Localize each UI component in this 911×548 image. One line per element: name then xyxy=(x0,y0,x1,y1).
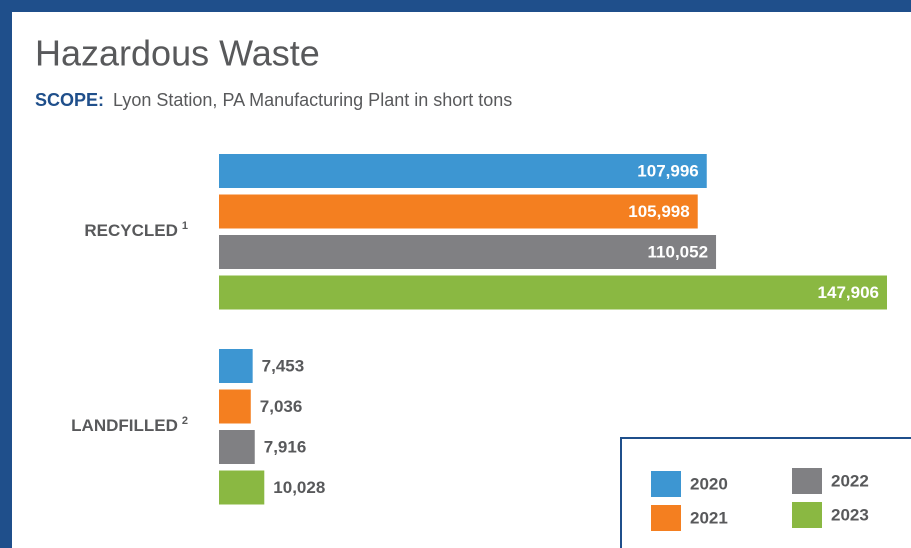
bar xyxy=(219,470,265,505)
legend-label: 2023 xyxy=(831,505,869,524)
value-label: 107,996 xyxy=(637,161,698,180)
bar xyxy=(219,389,251,424)
bar xyxy=(219,154,707,188)
subtitle-text: Lyon Station, PA Manufacturing Plant in … xyxy=(113,90,512,110)
value-label: 10,028 xyxy=(273,478,325,497)
category-name: RECYCLED xyxy=(84,221,178,240)
category-name: LANDFILLED xyxy=(71,416,178,435)
subtitle-label: SCOPE: xyxy=(35,90,104,110)
value-label: 147,906 xyxy=(818,283,879,302)
legend-swatch xyxy=(651,471,681,497)
chart-title: Hazardous Waste xyxy=(35,33,320,74)
bar xyxy=(219,349,253,383)
category-footnote: 1 xyxy=(182,220,188,232)
legend-swatch xyxy=(792,468,822,494)
legend-label: 2020 xyxy=(690,474,728,493)
value-label: 110,052 xyxy=(648,242,709,261)
legend-swatch xyxy=(651,505,681,531)
legend-label: 2022 xyxy=(831,471,869,490)
bar xyxy=(219,194,698,229)
value-label: 7,916 xyxy=(264,437,307,456)
bar xyxy=(219,235,717,269)
legend-swatch xyxy=(792,502,822,528)
bar xyxy=(219,430,255,464)
value-label: 7,453 xyxy=(262,356,305,375)
chart-subtitle: SCOPE: Lyon Station, PA Manufacturing Pl… xyxy=(35,90,512,110)
value-label: 105,998 xyxy=(628,202,689,221)
category-label: RECYCLED 1 xyxy=(84,220,188,241)
bar xyxy=(219,275,887,310)
legend-label: 2021 xyxy=(690,508,728,527)
category-footnote: 2 xyxy=(182,415,188,427)
value-label: 7,036 xyxy=(260,397,303,416)
category-label: LANDFILLED 2 xyxy=(71,415,188,436)
